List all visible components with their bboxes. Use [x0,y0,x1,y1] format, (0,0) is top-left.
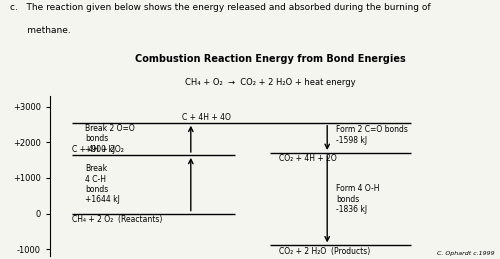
Text: C + 4H + 4O: C + 4H + 4O [182,113,231,122]
Text: Combustion Reaction Energy from Bond Energies: Combustion Reaction Energy from Bond Ene… [134,54,406,64]
Text: c.   The reaction given below shows the energy released and absorbed during the : c. The reaction given below shows the en… [10,3,430,12]
Text: C. Ophardt c.1999: C. Ophardt c.1999 [438,251,495,256]
Text: C + 4H + 2O₂: C + 4H + 2O₂ [72,145,124,154]
Text: Form 2 C=O bonds
-1598 kJ: Form 2 C=O bonds -1598 kJ [336,125,408,145]
Text: Break 2 O=O
bonds
+900 kJ: Break 2 O=O bonds +900 kJ [85,124,135,154]
Text: Break
4 C-H
bonds
+1644 kJ: Break 4 C-H bonds +1644 kJ [85,164,120,204]
Text: methane.: methane. [10,26,71,35]
Text: CH₄ + 2 O₂  (Reactants): CH₄ + 2 O₂ (Reactants) [72,215,162,224]
Text: CO₂ + 4H + 2O: CO₂ + 4H + 2O [279,154,336,163]
Text: Form 4 O-H
bonds
-1836 kJ: Form 4 O-H bonds -1836 kJ [336,184,380,214]
Text: CH₄ + O₂  →  CO₂ + 2 H₂O + heat energy: CH₄ + O₂ → CO₂ + 2 H₂O + heat energy [184,78,356,87]
Text: CO₂ + 2 H₂O  (Products): CO₂ + 2 H₂O (Products) [279,247,370,256]
